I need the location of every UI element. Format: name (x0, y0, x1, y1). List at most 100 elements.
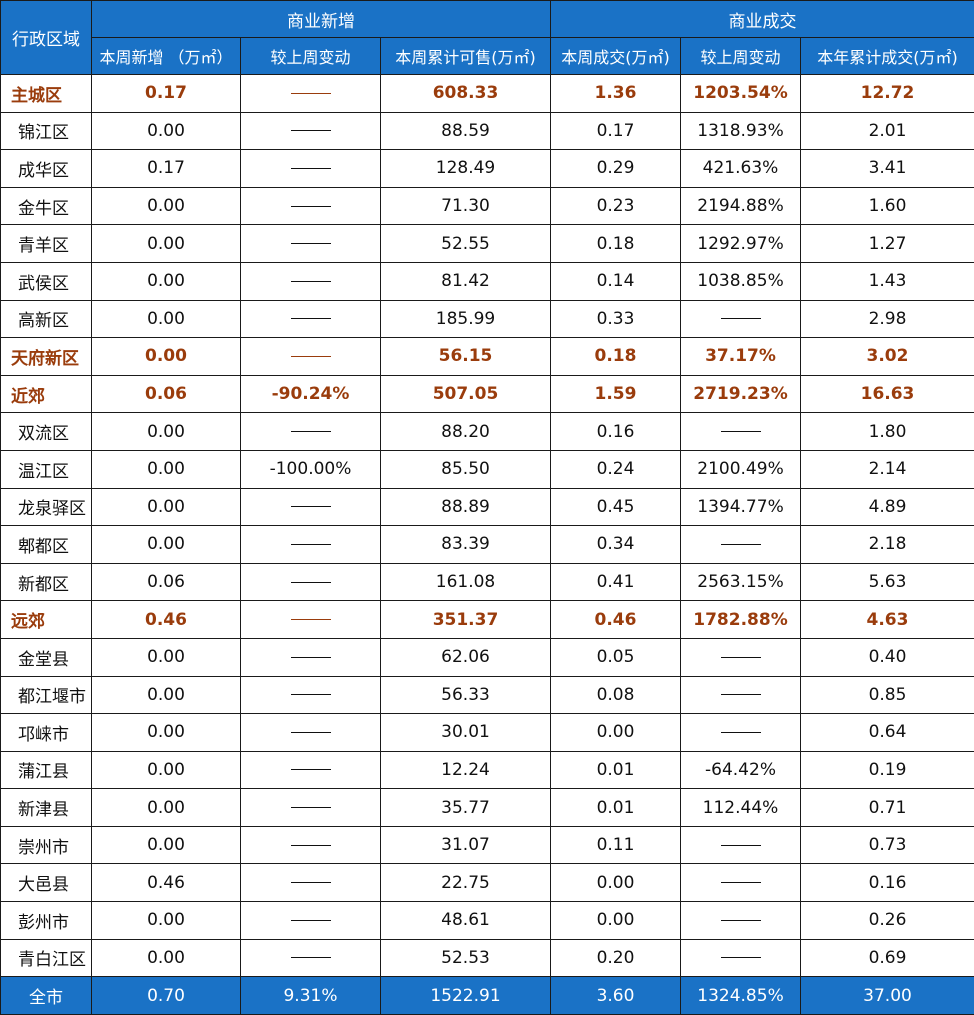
no-data-dash (290, 92, 331, 94)
table-cell: 0.85 (800, 675, 974, 715)
table-cell: 12.24 (380, 750, 551, 790)
no-data-dash (720, 431, 761, 433)
table-cell (240, 299, 381, 339)
table-cell: 0.18 (550, 337, 681, 376)
table-cell: 35.77 (380, 788, 551, 827)
table-cell: 71.30 (380, 186, 551, 226)
table-cell: 0.45 (550, 487, 681, 527)
table-cell: 0.00 (91, 299, 241, 339)
table-cell: 56.15 (380, 337, 551, 376)
table-cell: 128.49 (380, 149, 551, 188)
table-cell: 2563.15% (680, 562, 801, 602)
table-row: 金堂县 0.00 62.06 0.05 0.40 (0, 637, 974, 677)
total-cell: 3.60 (550, 976, 681, 1015)
table-cell: 3.02 (800, 337, 974, 376)
new-supply-group-header: 商业新增 (91, 0, 551, 38)
table-cell (680, 901, 801, 940)
table-cell: 88.59 (380, 111, 551, 151)
table-cell (680, 675, 801, 715)
no-data-dash (720, 731, 761, 733)
table-cell: 1.27 (800, 224, 974, 263)
table-cell (240, 261, 381, 301)
table-row: 崇州市 0.00 31.07 0.11 0.73 (0, 825, 974, 865)
region-name: 郫都区 (0, 525, 92, 564)
no-data-dash (290, 731, 331, 733)
table-row: 新津县 0.00 35.77 0.01 112.44% 0.71 (0, 788, 974, 827)
total-cell: 0.70 (91, 976, 241, 1015)
table-cell: 0.17 (91, 149, 241, 188)
table-row: 金牛区 0.00 71.30 0.23 2194.88% 1.60 (0, 186, 974, 226)
table-cell: 0.00 (91, 637, 241, 677)
table-cell: 0.71 (800, 788, 974, 827)
total-cell: 1522.91 (380, 976, 551, 1015)
table-cell: 0.00 (91, 750, 241, 790)
table-cell: 52.55 (380, 224, 551, 263)
table-cell: 1203.54% (680, 74, 801, 113)
total-row: 全市 0.70 9.31% 1522.91 3.60 1324.85% 37.0… (0, 976, 974, 1015)
region-name: 新津县 (0, 788, 92, 827)
no-data-dash (720, 656, 761, 658)
table-cell: 0.73 (800, 825, 974, 865)
region-name: 成华区 (0, 149, 92, 188)
table-cell: 351.37 (380, 600, 551, 639)
table-cell: 2.14 (800, 449, 974, 489)
table-cell: 0.18 (550, 224, 681, 263)
col-weekly-deal: 本周成交(万㎡) (550, 37, 681, 75)
no-data-dash (290, 957, 331, 959)
table-cell: 2194.88% (680, 186, 801, 226)
table-cell (240, 487, 381, 527)
table-cell: 2100.49% (680, 449, 801, 489)
region-name: 高新区 (0, 299, 92, 339)
table-cell (680, 825, 801, 865)
table-cell: 0.34 (550, 525, 681, 564)
no-data-dash (290, 318, 331, 320)
no-data-dash (290, 431, 331, 433)
table-cell: 0.40 (800, 637, 974, 677)
group-row: 主城区 0.17 608.33 1.36 1203.54% 12.72 (0, 74, 974, 113)
no-data-dash (290, 355, 331, 357)
group-row: 天府新区 0.00 56.15 0.18 37.17% 3.02 (0, 337, 974, 376)
no-data-dash (290, 581, 331, 583)
table-cell: 22.75 (380, 863, 551, 903)
no-data-dash (290, 769, 331, 771)
region-name: 远郊 (0, 600, 92, 639)
table-cell: 1318.93% (680, 111, 801, 151)
table-cell: 30.01 (380, 713, 551, 752)
table-cell: 48.61 (380, 901, 551, 940)
table-cell (240, 637, 381, 677)
total-label: 全市 (0, 976, 92, 1015)
table-cell: 608.33 (380, 74, 551, 113)
table-cell (240, 825, 381, 865)
no-data-dash (290, 919, 331, 921)
table-cell: 0.16 (800, 863, 974, 903)
table-cell: 0.00 (550, 863, 681, 903)
region-name: 双流区 (0, 412, 92, 451)
no-data-dash (290, 130, 331, 132)
table-cell: 0.11 (550, 825, 681, 865)
table-cell: 2.18 (800, 525, 974, 564)
table-cell (680, 637, 801, 677)
table-cell: 0.08 (550, 675, 681, 715)
table-cell: 88.20 (380, 412, 551, 451)
table-cell: 0.00 (91, 675, 241, 715)
no-data-dash (290, 694, 331, 696)
table-cell: 0.19 (800, 750, 974, 790)
table-cell (240, 412, 381, 451)
total-cell: 1324.85% (680, 976, 801, 1015)
table-cell: 0.14 (550, 261, 681, 301)
table-cell: 1394.77% (680, 487, 801, 527)
total-cell: 37.00 (800, 976, 974, 1015)
region-name: 龙泉驿区 (0, 487, 92, 527)
table-cell (680, 863, 801, 903)
table-cell: 1292.97% (680, 224, 801, 263)
table-row: 彭州市 0.00 48.61 0.00 0.26 (0, 901, 974, 940)
no-data-dash (290, 543, 331, 545)
table-cell: 4.63 (800, 600, 974, 639)
table-cell: 0.33 (550, 299, 681, 339)
table-cell: 0.46 (91, 863, 241, 903)
table-row: 温江区 0.00 -100.00% 85.50 0.24 2100.49% 2.14 (0, 449, 974, 489)
table-cell: -100.00% (240, 449, 381, 489)
table-cell: 185.99 (380, 299, 551, 339)
col-deal-wow-change: 较上周变动 (680, 37, 801, 75)
